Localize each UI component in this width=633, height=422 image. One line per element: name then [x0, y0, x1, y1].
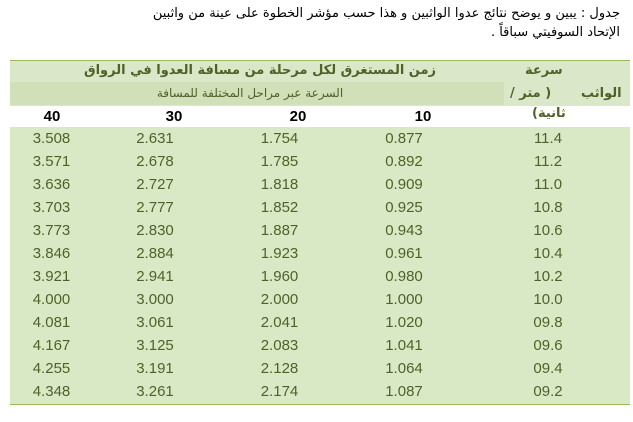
cell-speed: 09.4 [533, 360, 563, 377]
speed-column-header-label: الواثب [581, 86, 622, 101]
cell-20m: 2.041 [260, 314, 299, 331]
caption-line-1: جدول : يبين و يوضح نتائج عدوا الواثبين و… [152, 6, 620, 21]
table-caption: جدول : يبين و يوضح نتائج عدوا الواثبين و… [10, 4, 620, 42]
cell-10m: 0.877 [385, 130, 423, 147]
cell-30m: 3.191 [136, 360, 174, 377]
table-row: 3.508 2.631 1.754 0.877 11.4 [10, 127, 630, 150]
cell-20m: 1.852 [260, 199, 299, 216]
cell-40m: 4.255 [32, 360, 71, 377]
cell-speed: 09.2 [533, 383, 563, 400]
speed-column-header-unit2: ثانية) [532, 106, 566, 121]
cell-10m: 0.980 [385, 268, 423, 285]
cell-40m: 3.773 [32, 222, 71, 239]
cell-speed: 09.8 [533, 314, 563, 331]
table-row: 4.000 3.000 2.000 1.000 10.0 [10, 288, 630, 311]
header-number-row [10, 106, 630, 130]
time-header: زمن المستغرق لكل مرحلة من مسافة العدوا ف… [83, 63, 437, 78]
table-row: 3.636 2.727 1.818 0.909 11.0 [10, 173, 630, 196]
caption-line-2: الإتحاد السوفيتي سباقاً . [490, 25, 620, 40]
cell-30m: 2.678 [136, 153, 174, 170]
table-row: 4.348 3.261 2.174 1.087 09.2 [10, 380, 630, 403]
cell-20m: 1.754 [260, 130, 299, 147]
cell-30m: 3.061 [136, 314, 174, 331]
cell-10m: 1.020 [385, 314, 423, 331]
cell-speed: 10.4 [533, 245, 563, 262]
cell-30m: 3.261 [136, 383, 174, 400]
header-subtitle-band [10, 82, 504, 105]
cell-20m: 1.887 [260, 222, 299, 239]
cell-40m: 3.846 [32, 245, 71, 262]
cell-30m: 3.000 [136, 291, 174, 308]
cell-speed: 11.4 [533, 130, 563, 147]
cell-40m: 3.636 [32, 176, 71, 193]
cell-10m: 1.041 [385, 337, 423, 354]
cell-10m: 0.925 [385, 199, 423, 216]
cell-30m: 2.830 [136, 222, 174, 239]
column-header-30: 30 [165, 108, 183, 125]
cell-10m: 1.064 [385, 360, 423, 377]
table-row: 3.846 2.884 1.923 0.961 10.4 [10, 242, 630, 265]
cell-30m: 2.941 [136, 268, 174, 285]
table-body-band [10, 127, 630, 404]
cell-40m: 4.348 [32, 383, 71, 400]
cell-20m: 2.000 [260, 291, 299, 308]
cell-10m: 0.909 [385, 176, 423, 193]
table-row: 3.703 2.777 1.852 0.925 10.8 [10, 196, 630, 219]
results-table: 3.508 2.631 1.754 0.877 11.4 3.571 2.678 1.785 0… [10, 127, 630, 403]
cell-40m: 4.000 [32, 291, 71, 308]
cell-10m: 1.000 [385, 291, 423, 308]
cell-speed: 10.6 [533, 222, 563, 239]
cell-40m: 3.508 [32, 130, 71, 147]
cell-10m: 1.087 [385, 383, 423, 400]
cell-40m: 4.167 [32, 337, 71, 354]
table-row: 4.081 3.061 2.041 1.020 09.8 [10, 311, 630, 334]
table-row: 3.571 2.678 1.785 0.892 11.2 [10, 150, 630, 173]
cell-20m: 2.083 [260, 337, 299, 354]
cell-20m: 1.818 [260, 176, 299, 193]
table-row: 4.255 3.191 2.128 1.064 09.4 [10, 357, 630, 380]
cell-speed: 10.8 [533, 199, 563, 216]
cell-20m: 1.923 [260, 245, 299, 262]
cell-10m: 0.943 [385, 222, 423, 239]
column-header-20: 20 [289, 108, 307, 125]
column-header-40: 40 [43, 108, 61, 125]
table-bottom-border [10, 404, 630, 405]
column-header-10: 10 [414, 108, 432, 125]
cell-20m: 1.785 [260, 153, 299, 170]
table-row: 4.167 3.125 2.083 1.041 09.6 [10, 334, 630, 357]
cell-speed: 10.0 [533, 291, 563, 308]
results-table-body: 3.508 2.631 1.754 0.877 11.4 3.571 2.678 1.785 0… [10, 127, 630, 403]
cell-speed: 11.0 [533, 176, 563, 193]
cell-40m: 3.571 [32, 153, 71, 170]
cell-20m: 2.128 [260, 360, 299, 377]
cell-40m: 3.921 [32, 268, 71, 285]
cell-20m: 2.174 [260, 383, 299, 400]
cell-speed: 10.2 [533, 268, 563, 285]
table-row: 3.921 2.941 1.960 0.980 10.2 [10, 265, 630, 288]
cell-speed: 09.6 [533, 337, 563, 354]
cell-30m: 3.125 [136, 337, 174, 354]
cell-30m: 2.777 [136, 199, 174, 216]
cell-10m: 0.961 [385, 245, 423, 262]
cell-40m: 3.703 [32, 199, 71, 216]
table-row: 3.773 2.830 1.887 0.943 10.6 [10, 219, 630, 242]
cell-30m: 2.631 [136, 130, 174, 147]
cell-30m: 2.884 [136, 245, 174, 262]
cell-30m: 2.727 [136, 176, 174, 193]
speed-subheader: السرعة عبر مراحل المختلفة للمسافة [156, 86, 344, 100]
cell-40m: 4.081 [32, 314, 71, 331]
speed-column-header-line1: سرعة [525, 63, 563, 78]
cell-10m: 0.892 [385, 153, 423, 170]
cell-speed: 11.2 [533, 153, 563, 170]
table-top-border [10, 60, 630, 61]
cell-20m: 1.960 [260, 268, 299, 285]
speed-column-header-unit: ( متر / [510, 86, 552, 101]
